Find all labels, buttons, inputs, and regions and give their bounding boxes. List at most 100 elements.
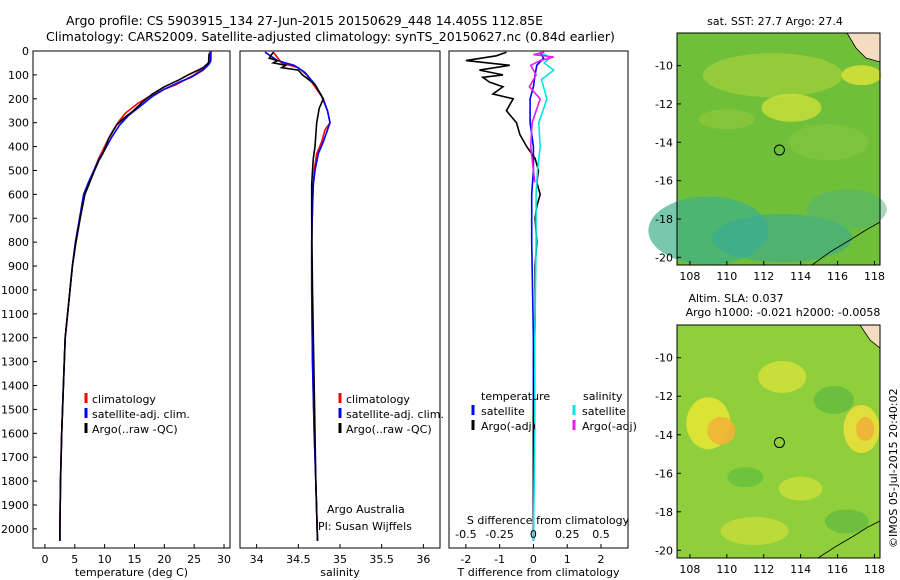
map-field-patch: [698, 109, 755, 130]
y-tick-label: 1300: [1, 356, 29, 369]
x2-tick-label: 0: [530, 528, 537, 541]
map-y-tick-label: -20: [655, 251, 673, 264]
y-tick-label: 1200: [1, 332, 29, 345]
y-tick-label: 300: [8, 117, 29, 130]
map-field-patch: [788, 124, 869, 161]
y-tick-label: 900: [8, 260, 29, 273]
series-line: [59, 53, 210, 541]
y-tick-label: 1500: [1, 403, 29, 416]
argo-location-marker: [773, 437, 785, 449]
x-tick-label: 0: [530, 553, 537, 566]
x-tick-label: 34: [250, 553, 264, 566]
map-x-tick-label: 114: [790, 270, 811, 283]
x-tick-label: 0: [41, 553, 48, 566]
map-field-patch: [702, 53, 843, 98]
y-tick-label: 1100: [1, 308, 29, 321]
y-tick-label: 200: [8, 93, 29, 106]
legend-label: Argo(..raw -QC): [346, 423, 432, 436]
x2-axis-label: S difference from climatology: [467, 514, 630, 527]
map-x-tick-label: 110: [716, 563, 737, 576]
profile-panel-3: -2 -1 0 1 2T difference from climatology S di…: [448, 50, 637, 579]
x2-tick-label: 0.25: [555, 528, 580, 541]
map-field-patch: [727, 467, 764, 488]
legend-title: salinity: [583, 390, 623, 403]
coastline: [811, 221, 881, 266]
y-tick-label: 1600: [1, 427, 29, 440]
x2-tick-label: -0.5: [455, 528, 476, 541]
plot-frame: [32, 50, 231, 549]
pi-credit: PI: Susan Wijffels: [318, 520, 412, 533]
map-y-tick-label: -12: [655, 390, 673, 403]
y-tick-label: 600: [8, 188, 29, 201]
series-line: [272, 51, 331, 541]
map-field-patch: [813, 386, 854, 415]
map-field-patch: [778, 476, 823, 501]
y-tick-label: 1900: [1, 499, 29, 512]
legend-title: temperature: [481, 390, 550, 403]
legend-label: satellite: [582, 405, 626, 418]
x-tick-label: 15: [127, 553, 141, 566]
imos-stamp: ©IMOS 05-Jul-2015 20:40:02: [887, 388, 900, 548]
argo-credit: Argo Australia: [327, 503, 405, 516]
map-field-patch: [707, 416, 736, 445]
map-y-tick-label: -14: [655, 136, 673, 149]
x-tick-label: 35.5: [369, 553, 394, 566]
y-tick-label: 1000: [1, 284, 29, 297]
y-tick-label: 400: [8, 141, 29, 154]
x-tick-label: 25: [187, 553, 201, 566]
legend-label: satellite-adj. clim.: [92, 408, 190, 421]
y-tick-label: 2000: [1, 523, 29, 536]
x2-tick-label: 0.5: [592, 528, 610, 541]
series-line: [59, 51, 212, 541]
series-line: [528, 51, 554, 183]
map-panel-1: 108 110 112 114 116 118 -10 -12 -14 -16 -18 -20 sat.…: [648, 15, 887, 283]
x-tick-label: 30: [217, 553, 231, 566]
map-x-tick-label: 118: [864, 563, 885, 576]
sla-map-subtitle: Argo h1000: -0.021 h2000: -0.0058: [686, 306, 881, 319]
map-x-tick-label: 114: [790, 563, 811, 576]
x-axis-label: temperature (deg C): [75, 566, 188, 579]
x-tick-label: 34.5: [286, 553, 311, 566]
x-axis-label: T difference from climatology: [457, 566, 620, 579]
legend-label: climatology: [346, 393, 410, 406]
legend-label: Argo(-adj): [582, 420, 637, 433]
map-field-patch: [712, 214, 853, 263]
map-frame: [676, 324, 881, 559]
x-tick-label: 35: [333, 553, 347, 566]
sst-map-title: sat. SST: 27.7 Argo: 27.4: [707, 15, 843, 28]
y-tick-label: 500: [8, 164, 29, 177]
map-x-tick-label: 118: [864, 270, 885, 283]
x-tick-label: 10: [98, 553, 112, 566]
y-tick-label: 800: [8, 236, 29, 249]
map-x-tick-label: 108: [679, 270, 700, 283]
x-tick-label: -2: [460, 553, 471, 566]
plot-frame: [448, 50, 629, 549]
map-field-patch: [856, 416, 875, 441]
map-y-tick-label: -12: [655, 98, 673, 111]
x-tick-label: 5: [71, 553, 78, 566]
map-field-patch: [758, 360, 807, 393]
y-tick-label: 700: [8, 212, 29, 225]
y-tick-label: 1700: [1, 451, 29, 464]
climatology-subtitle: Climatology: CARS2009. Satellite-adjuste…: [46, 29, 615, 44]
y-tick-label: 0: [22, 45, 29, 58]
x-tick-label: -1: [494, 553, 505, 566]
map-y-tick-label: -18: [655, 506, 673, 519]
plot-frame: [239, 50, 441, 549]
map-x-tick-label: 112: [753, 563, 774, 576]
map-frame: [676, 32, 881, 266]
map-y-tick-label: -10: [655, 60, 673, 73]
profile-panel-2: 34 34.5 35 35.5 36 salinity climatology satelli…: [239, 50, 444, 579]
sla-map-title: Altim. SLA: 0.037: [688, 292, 783, 305]
map-y-tick-label: -14: [655, 429, 673, 442]
map-field-patch: [720, 517, 789, 546]
map-y-tick-label: -10: [655, 352, 673, 365]
map-panel-2: 108 110 112 114 116 118 -10 -12 -14 -16 -18 -20 Alti…: [655, 292, 885, 576]
series-line: [267, 51, 325, 541]
map-y-tick-label: -20: [655, 544, 673, 557]
profile-panel-1: 0100200300400500600700800900100011001200…: [1, 45, 231, 579]
x-axis-label: salinity: [320, 566, 360, 579]
x-tick-label: 20: [157, 553, 171, 566]
legend-label: Argo(-adj): [481, 420, 536, 433]
map-x-tick-label: 108: [679, 563, 700, 576]
